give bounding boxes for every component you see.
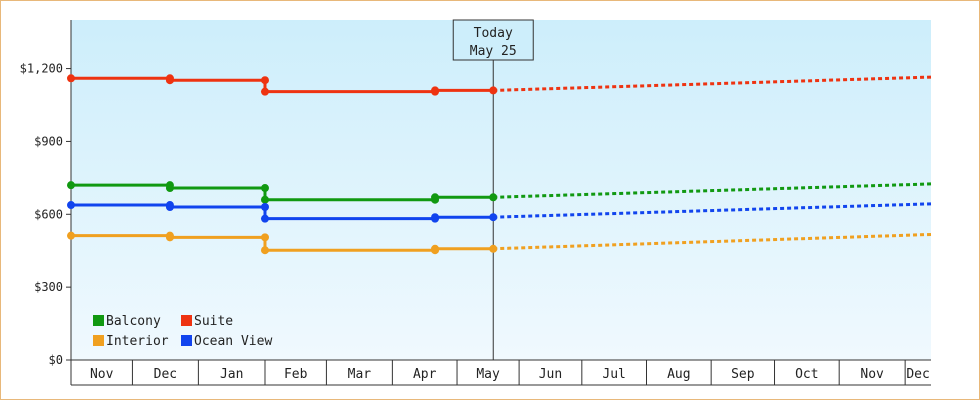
forecast-line-suite (493, 75, 932, 92)
month-label: Oct (795, 367, 818, 382)
legend-label-balcony: Balcony (106, 314, 161, 329)
y-tick-label: $300 (34, 280, 63, 294)
data-point-suite (165, 76, 174, 85)
data-point-suite (489, 86, 498, 95)
data-point-ocean-view (489, 213, 498, 222)
forecast-line-ocean-view (493, 202, 932, 219)
y-tick-label: $1,200 (20, 62, 63, 76)
legend-swatch-ocean-view (181, 335, 192, 346)
month-label: May (476, 367, 500, 382)
legend: Balcony Suite Interior Ocean View (93, 314, 272, 349)
data-point-suite (260, 76, 269, 85)
data-point-ocean-view (431, 213, 440, 222)
legend-label-ocean-view: Ocean View (194, 334, 272, 349)
data-point-interior (260, 233, 269, 242)
data-point-interior (260, 246, 269, 255)
month-label: Dec (154, 367, 177, 382)
data-point-balcony (260, 184, 269, 193)
today-label: Today (474, 26, 513, 41)
data-point-interior (431, 244, 440, 253)
month-label: Jan (220, 367, 243, 382)
data-point-suite (260, 87, 269, 96)
month-label: Sep (731, 367, 755, 382)
x-axis: Nov Dec Jan Feb Mar Apr May Jun Jul Aug Sep Oct Nov D… (71, 359, 931, 386)
plot-background (71, 20, 931, 360)
data-point-balcony (260, 195, 269, 204)
legend-swatch-balcony (93, 315, 104, 326)
y-tick-label: $900 (34, 134, 63, 148)
legend-swatch-interior (93, 335, 104, 346)
today-marker: Today May 25 (452, 19, 534, 360)
forecast-line-interior (493, 232, 932, 251)
data-point-ocean-view (260, 214, 269, 223)
month-label: Aug (667, 367, 690, 382)
y-tick-label: $600 (34, 207, 63, 221)
legend-label-suite: Suite (194, 314, 233, 329)
month-label: Dec (906, 367, 929, 382)
data-point-balcony (431, 193, 440, 202)
legend-label-interior: Interior (106, 334, 169, 349)
data-point-interior (67, 231, 75, 240)
data-point-balcony (165, 184, 174, 193)
month-label: Mar (348, 367, 372, 382)
data-point-interior (165, 233, 174, 242)
series-lines (67, 74, 932, 255)
month-label: Nov (860, 367, 884, 382)
forecast-line-balcony (493, 182, 932, 199)
data-point-balcony (489, 193, 498, 202)
month-label: Jun (539, 367, 562, 382)
y-tick-label: $0 (49, 353, 63, 367)
month-label: Feb (284, 367, 308, 382)
data-point-suite (431, 86, 440, 95)
today-box (452, 19, 534, 61)
month-label: Apr (413, 367, 437, 382)
data-point-balcony (67, 181, 75, 190)
month-label: Jul (602, 367, 625, 382)
data-point-ocean-view (260, 203, 269, 211)
y-axis: $0 $300 $600 $900 $1,200 (20, 20, 72, 385)
legend-swatch-suite (181, 315, 192, 326)
month-label: Nov (90, 367, 114, 382)
today-date: May 25 (470, 44, 517, 59)
data-point-interior (489, 244, 498, 253)
data-point-suite (67, 74, 75, 83)
data-point-ocean-view (67, 201, 75, 210)
data-point-ocean-view (165, 203, 174, 211)
